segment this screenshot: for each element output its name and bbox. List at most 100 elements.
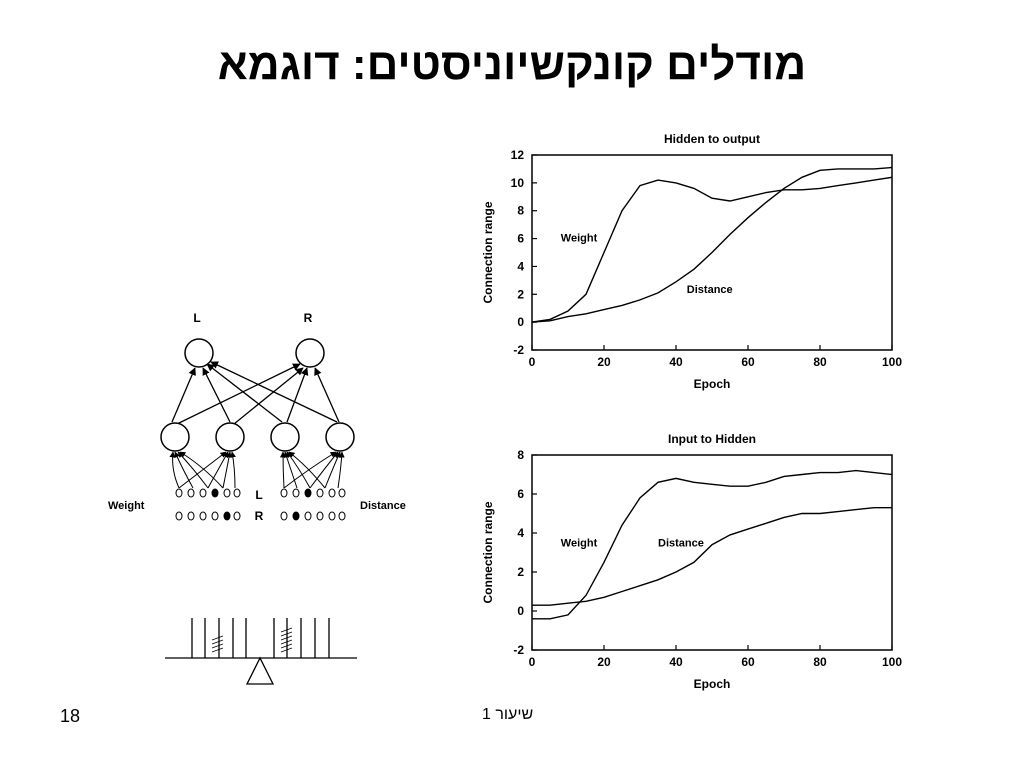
input-unit <box>233 488 241 498</box>
connection <box>309 451 339 489</box>
input-unit <box>187 511 195 521</box>
input-unit <box>304 511 312 521</box>
input-unit <box>211 511 219 521</box>
x-tick-label: 20 <box>597 355 611 369</box>
x-tick-label: 0 <box>529 355 536 369</box>
input-unit <box>175 511 183 521</box>
chart-hidden-to-output: Hidden to output 0 20 40 60 80 100 -2 0 2 4 6 8 10 12 E… <box>481 132 902 391</box>
connection <box>202 367 231 423</box>
output-node-l <box>184 338 214 368</box>
plot-frame <box>531 154 893 351</box>
input-unit <box>233 511 241 521</box>
input-label-weight: Weight <box>108 500 145 512</box>
y-tick-label: 2 <box>517 565 524 579</box>
x-tick-label: 40 <box>669 355 683 369</box>
output-node-r <box>295 338 325 368</box>
connection <box>283 451 337 489</box>
input-unit <box>328 488 336 498</box>
slide-title: מודלים קונקשיוניסטים: דוגמא <box>217 40 807 89</box>
x-tick-label: 100 <box>882 355 902 369</box>
y-axis-label: Connection range <box>481 501 495 603</box>
hidden-node <box>160 422 190 452</box>
input-unit <box>328 511 336 521</box>
output-label-l: L <box>193 311 200 325</box>
input-unit <box>187 488 195 498</box>
input-unit <box>223 511 231 521</box>
connection <box>177 451 209 489</box>
connection <box>176 363 301 425</box>
chart-input-to-hidden: Input to Hidden 0 20 40 60 80 100 -2 0 2 4 6 8 Epoch C… <box>481 432 902 691</box>
footer-text: שיעור 1 <box>482 706 534 723</box>
input-unit <box>175 488 183 498</box>
series-line-distance <box>532 507 892 606</box>
weight-marks <box>211 627 293 653</box>
y-tick-label: 0 <box>517 604 524 618</box>
output-label-r: R <box>304 311 313 325</box>
input-unit <box>338 488 346 498</box>
network-diagram: L R Weight Distance L R <box>108 311 406 685</box>
input-unit <box>316 511 324 521</box>
y-tick-label: -2 <box>513 643 524 657</box>
connection <box>174 451 194 489</box>
connection <box>314 367 340 423</box>
row-label-r: R <box>255 509 264 523</box>
x-tick-label: 60 <box>741 655 755 669</box>
x-axis-label: Epoch <box>694 377 731 391</box>
input-label-distance: Distance <box>360 500 406 512</box>
x-tick-label: 60 <box>741 355 755 369</box>
x-tick-label: 80 <box>813 355 827 369</box>
series-line-distance <box>531 166 893 323</box>
y-tick-label: -2 <box>513 343 524 357</box>
input-unit <box>199 511 207 521</box>
x-tick-label: 100 <box>882 655 902 669</box>
series-label-distance: Distance <box>658 538 704 550</box>
connection <box>179 451 224 489</box>
plot-frame <box>531 454 893 651</box>
input-unit <box>316 488 324 498</box>
y-tick-label: 4 <box>517 526 524 540</box>
input-unit <box>338 511 346 521</box>
x-axis-label: Epoch <box>694 677 731 691</box>
chart-title: Input to Hidden <box>668 432 756 446</box>
y-tick-label: 6 <box>517 487 524 501</box>
chart-title: Hidden to output <box>664 132 760 146</box>
connection <box>233 367 304 425</box>
page-number: 18 <box>60 706 81 726</box>
connection <box>288 451 326 489</box>
series-line-weight <box>532 469 893 620</box>
connection <box>210 361 338 423</box>
input-unit <box>211 488 219 498</box>
input-unit <box>280 511 288 521</box>
row-label-l: L <box>255 488 262 502</box>
connection <box>171 367 196 423</box>
input-unit <box>304 488 312 498</box>
connection <box>222 451 232 489</box>
connection <box>178 451 227 489</box>
series-label-distance: Distance <box>687 284 733 296</box>
y-tick-label: 8 <box>517 204 524 218</box>
x-tick-label: 0 <box>529 655 536 669</box>
connection <box>169 451 180 489</box>
input-unit <box>280 488 288 498</box>
y-tick-label: 0 <box>517 315 524 329</box>
balance-scale <box>165 618 357 685</box>
input-unit <box>292 488 300 498</box>
series-label-weight: Weight <box>561 538 598 550</box>
y-tick-label: 12 <box>511 148 525 162</box>
y-tick-label: 10 <box>511 176 525 190</box>
x-tick-label: 80 <box>813 655 827 669</box>
hidden-node <box>215 422 245 452</box>
y-tick-label: 6 <box>517 232 524 246</box>
connection <box>230 451 236 489</box>
y-tick-label: 2 <box>517 287 524 301</box>
input-unit <box>223 488 231 498</box>
connection <box>286 367 309 423</box>
series-line-weight <box>531 176 893 323</box>
y-axis-label: Connection range <box>481 201 495 303</box>
y-tick-label: 8 <box>517 448 524 462</box>
input-unit <box>199 488 207 498</box>
connection <box>280 451 287 489</box>
input-unit <box>292 511 300 521</box>
x-tick-label: 40 <box>669 655 683 669</box>
hidden-node <box>325 422 355 452</box>
